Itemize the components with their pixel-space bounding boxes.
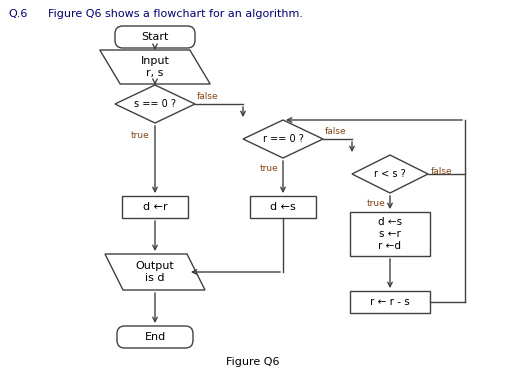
FancyBboxPatch shape — [117, 326, 193, 348]
Text: false: false — [325, 127, 347, 136]
Text: r ← r - s: r ← r - s — [370, 297, 410, 307]
Bar — [350, 212, 430, 256]
Text: Output
is d: Output is d — [136, 261, 174, 283]
Text: d ←r: d ←r — [142, 202, 167, 212]
Text: true: true — [366, 199, 385, 208]
Bar — [122, 196, 188, 218]
Text: d ←s
s ←r
r ←d: d ←s s ←r r ←d — [378, 217, 402, 251]
Text: Figure Q6 shows a flowchart for an algorithm.: Figure Q6 shows a flowchart for an algor… — [48, 9, 303, 19]
Text: r == 0 ?: r == 0 ? — [263, 134, 303, 144]
Polygon shape — [115, 85, 195, 123]
Text: true: true — [259, 164, 278, 173]
Text: false: false — [197, 92, 219, 101]
Polygon shape — [105, 254, 205, 290]
Polygon shape — [352, 155, 428, 193]
Text: true: true — [130, 131, 149, 140]
Text: Input
r, s: Input r, s — [140, 56, 169, 78]
Text: false: false — [431, 167, 453, 176]
FancyBboxPatch shape — [115, 26, 195, 48]
Polygon shape — [243, 120, 323, 158]
Text: d ←s: d ←s — [270, 202, 296, 212]
Bar — [250, 196, 316, 218]
Polygon shape — [100, 50, 210, 84]
Text: Q.6: Q.6 — [8, 9, 27, 19]
Bar — [350, 291, 430, 313]
Text: s == 0 ?: s == 0 ? — [134, 99, 176, 109]
Text: Figure Q6: Figure Q6 — [226, 357, 280, 367]
Text: r < s ?: r < s ? — [374, 169, 406, 179]
Text: Start: Start — [141, 32, 169, 42]
Text: End: End — [144, 332, 166, 342]
